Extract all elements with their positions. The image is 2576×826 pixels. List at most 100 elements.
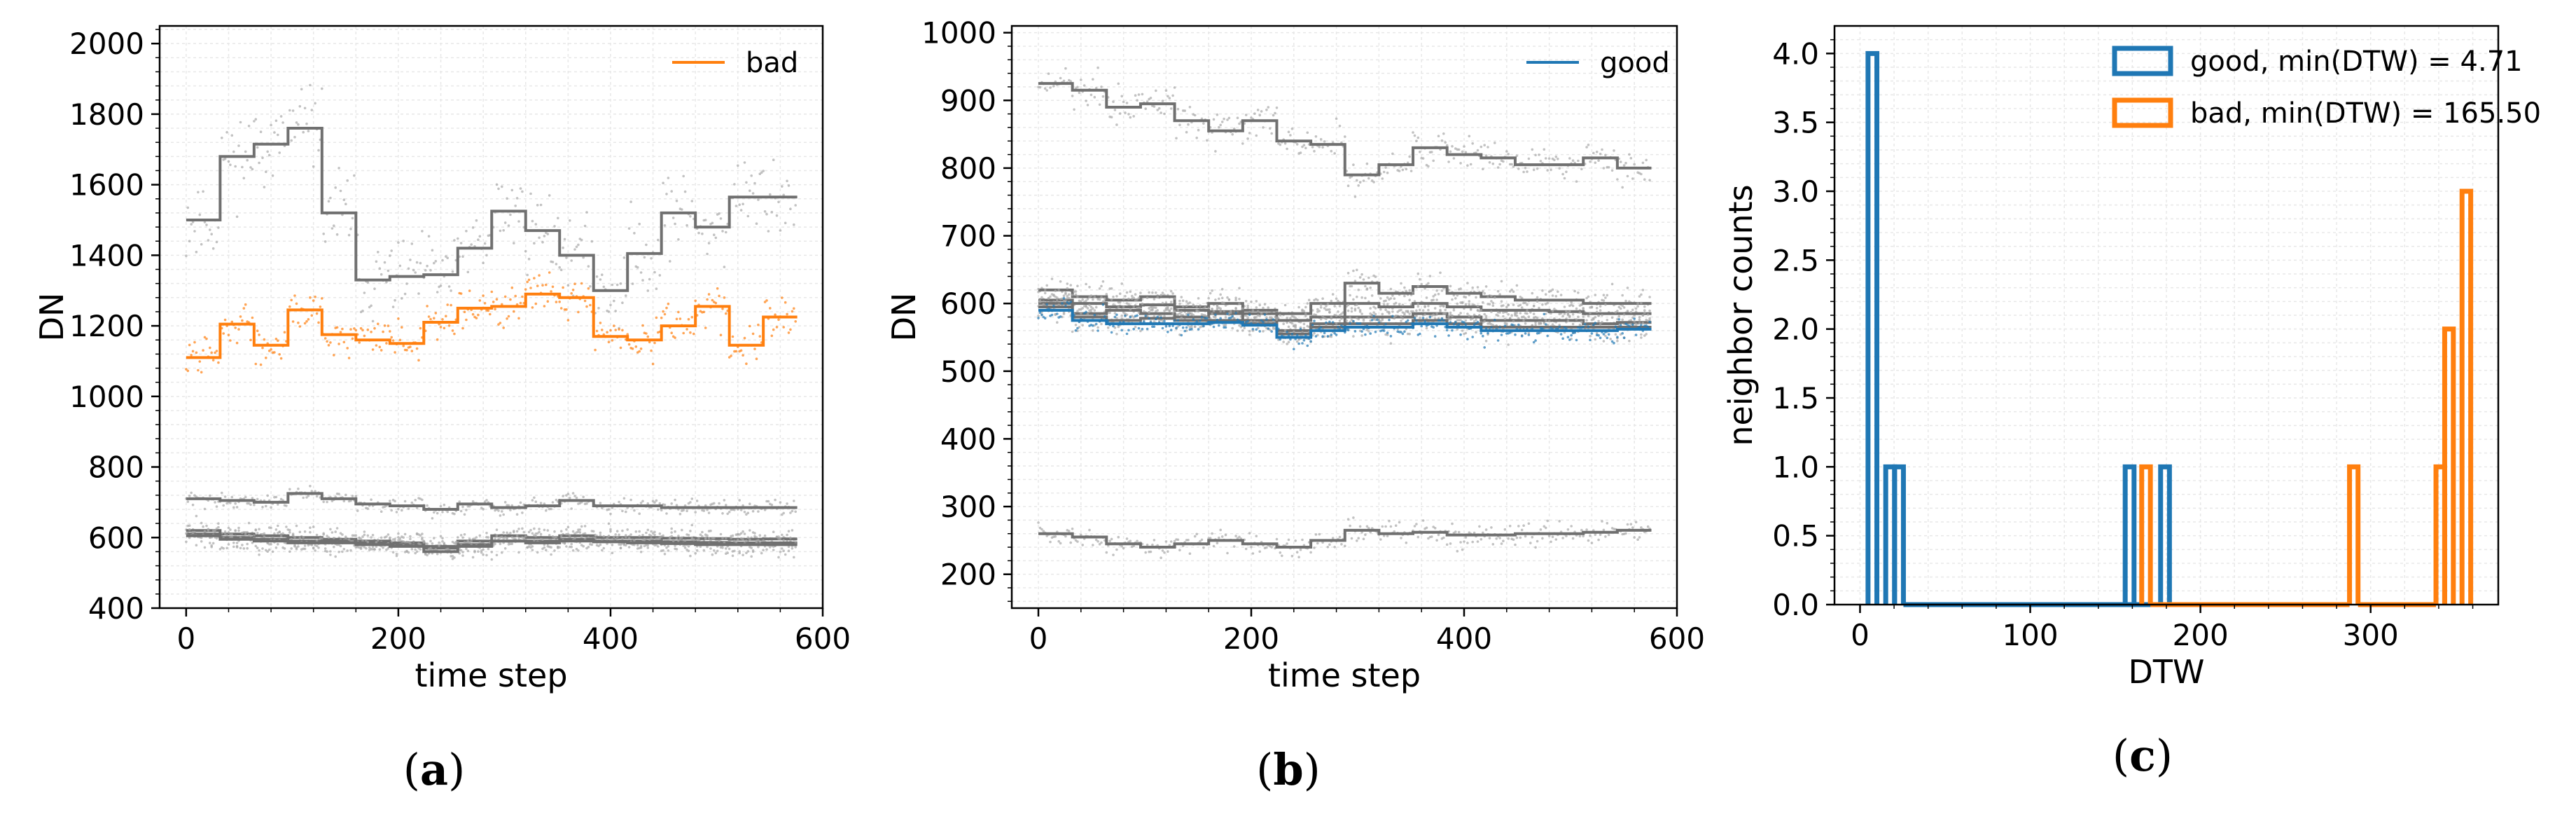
scatter-point [258,161,260,165]
scatter-point [650,537,653,540]
scatter-point [1406,319,1409,322]
scatter-point [1049,295,1052,298]
scatter-point [781,547,784,550]
scatter-point [1047,72,1050,75]
scatter-point [1419,277,1421,281]
scatter-point [1216,318,1219,322]
scatter-point [1480,308,1483,312]
scatter-point [394,351,396,354]
scatter-point [1328,320,1331,324]
scatter-point [1457,530,1461,534]
scatter-point [209,494,211,497]
scatter-point [225,546,228,550]
scatter-point [1578,535,1582,538]
scatter-point [1550,168,1552,172]
scatter-point [565,308,568,311]
scatter-point [1594,533,1597,536]
scatter-point [197,191,200,194]
scatter-point [1093,95,1096,99]
scatter-point [580,535,583,538]
scatter-point [763,534,767,537]
scatter-point [1316,308,1319,311]
scatter-point [555,535,558,539]
scatter-point [1631,177,1634,180]
scatter-point [646,528,650,532]
scatter-point [1599,336,1602,340]
scatter-point [1400,282,1402,285]
scatter-point [1321,315,1324,318]
scatter-point [1314,335,1318,338]
scatter-point [1141,92,1144,96]
scatter-point [650,257,653,260]
scatter-point [254,528,258,531]
scatter-point [1498,537,1501,539]
scatter-point [1377,321,1381,324]
scatter-point [1299,327,1302,331]
scatter-point [737,164,739,167]
scatter-point [1394,524,1398,527]
scatter-point [1551,310,1554,312]
scatter-point [315,533,319,537]
scatter-point [475,219,478,222]
scatter-point [553,549,556,552]
scatter-point [638,512,641,515]
scatter-point [310,109,314,111]
scatter-point [701,530,704,534]
scatter-point [1566,319,1570,322]
scatter-point [414,499,417,502]
scatter-point [1466,164,1469,167]
scatter-point [185,254,188,257]
scatter-point [519,187,522,190]
scatter-point [527,257,531,261]
scatter-point [1469,318,1473,321]
scatter-point [302,496,305,500]
scatter-point [614,310,617,312]
scatter-point [1356,268,1358,272]
scatter-point [429,269,432,272]
scatter-point [674,336,676,339]
scatter-point [1302,322,1306,326]
scatter-point [1456,328,1459,331]
scatter-point [607,535,611,537]
scatter-point [1469,308,1473,311]
scatter-point [1517,323,1520,326]
scatter-point [543,305,546,308]
scatter-point [371,319,375,323]
scatter-point [373,326,376,330]
scatter-point [1394,301,1398,305]
scatter-point [1265,109,1268,111]
scatter-point [370,498,373,501]
scatter-point [1224,533,1227,537]
y-tick-label: 900 [940,83,996,118]
scatter-point [1224,316,1227,319]
scatter-point [580,282,583,285]
scatter-point [451,270,454,273]
scatter-point [746,511,750,514]
scatter-point [1313,331,1316,335]
scatter-point [237,144,240,147]
scatter-point [787,549,791,553]
scatter-point [1536,316,1539,319]
scatter-point [1452,157,1456,160]
scatter-point [1286,542,1288,545]
scatter-point [290,139,293,142]
scatter-point [571,492,575,495]
scatter-point [1442,319,1445,322]
scatter-point [254,118,258,121]
x-tick-label: 0 [1029,621,1048,656]
scatter-point [1167,331,1169,333]
scatter-point [421,532,424,535]
scatter-point [1432,313,1435,317]
scatter-point [566,284,570,287]
scatter-point [550,546,552,549]
scatter-point [1183,329,1186,333]
scatter-point [333,545,335,549]
scatter-point [694,511,697,514]
scatter-point [1444,141,1447,144]
scatter-point [1088,286,1091,289]
scatter-point [1167,95,1169,98]
scatter-point [249,338,252,342]
scatter-point [721,230,724,233]
scatter-point [1487,146,1489,149]
scatter-point [1045,535,1048,537]
